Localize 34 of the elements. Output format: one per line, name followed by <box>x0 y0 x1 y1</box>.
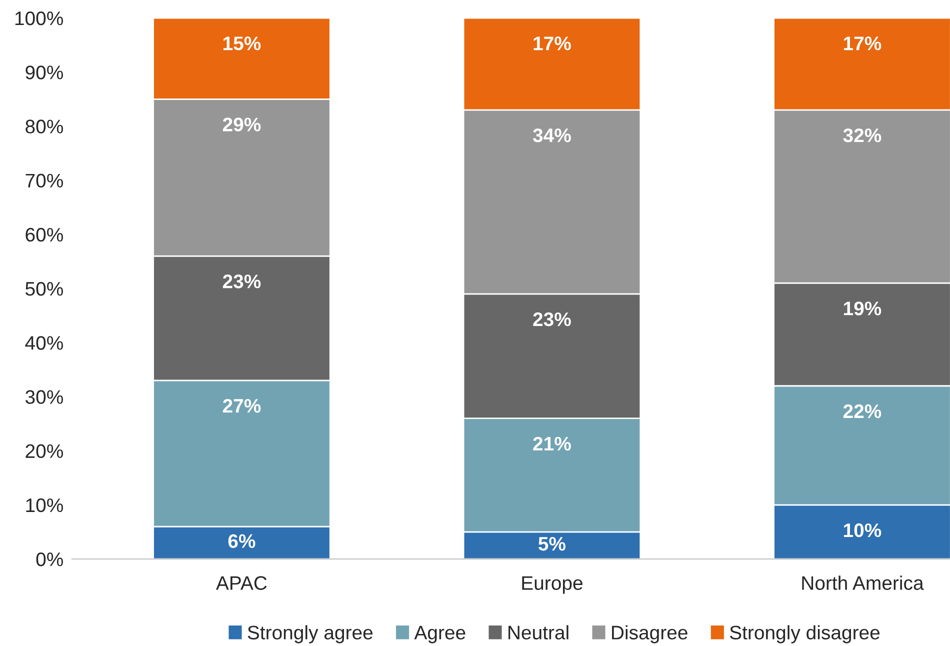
y-tick-label: 90% <box>26 66 63 80</box>
y-tick-label: 30% <box>25 390 63 404</box>
x-tick-label: North America <box>802 576 924 590</box>
data-label: 6% <box>228 534 256 548</box>
data-label: 34% <box>532 128 571 142</box>
legend-label: Strongly agree <box>248 625 373 644</box>
y-tick-label: 20% <box>26 444 63 458</box>
data-label: 10% <box>844 523 882 538</box>
data-label: 22% <box>843 404 882 418</box>
data-label: 19% <box>844 302 882 316</box>
data-label: 17% <box>844 36 882 50</box>
data-label: 5% <box>538 536 566 551</box>
data-label: 27% <box>222 398 261 413</box>
x-tick-label: APAC <box>216 576 267 590</box>
y-tick-label: 100% <box>15 11 63 26</box>
y-tick-label: 40% <box>25 336 63 350</box>
legend-label: Strongly disagree <box>730 625 880 644</box>
data-label: 21% <box>533 436 571 451</box>
y-tick-label: 70% <box>26 174 63 188</box>
legend-label: Disagree <box>612 625 688 644</box>
x-tick-label: Europe <box>522 576 582 594</box>
data-label: 32% <box>843 128 882 142</box>
legend-label: Agree <box>414 626 466 644</box>
data-label: 23% <box>222 274 261 288</box>
y-tick-label: 80% <box>26 120 63 134</box>
y-tick-label: 60% <box>26 228 63 242</box>
y-tick-label: 50% <box>26 282 63 296</box>
data-label: 29% <box>222 118 261 132</box>
data-label: 15% <box>223 36 261 50</box>
data-label: 23% <box>533 312 571 326</box>
y-tick-label: 0% <box>36 552 63 566</box>
y-tick-label: 10% <box>26 498 63 512</box>
legend-label: Neutral <box>508 625 568 640</box>
data-label: 17% <box>534 36 571 50</box>
